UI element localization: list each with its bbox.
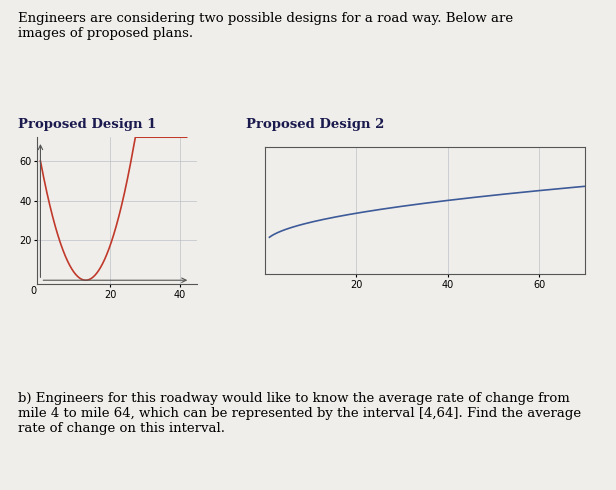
Text: Proposed Design 1: Proposed Design 1 xyxy=(18,118,157,131)
Text: Engineers are considering two possible designs for a road way. Below are
images : Engineers are considering two possible d… xyxy=(18,12,514,40)
Text: Proposed Design 2: Proposed Design 2 xyxy=(246,118,385,131)
Text: 0: 0 xyxy=(31,286,37,296)
Text: b) Engineers for this roadway would like to know the average rate of change from: b) Engineers for this roadway would like… xyxy=(18,392,582,435)
